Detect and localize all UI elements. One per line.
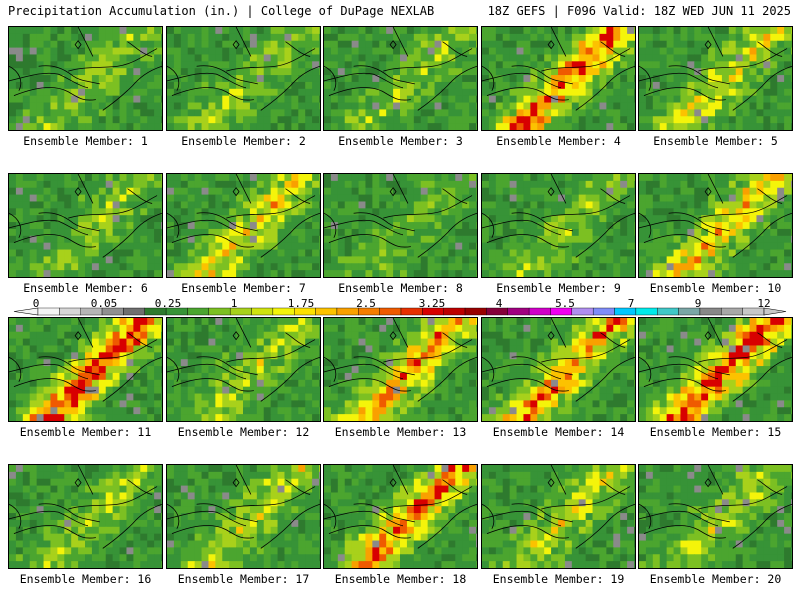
- model-run-info: 18Z GEFS | F096 Valid: 18Z WED JUN 11 20…: [487, 4, 791, 18]
- ensemble-panel: [638, 317, 793, 422]
- ensemble-member-label: Ensemble Member: 6: [23, 281, 148, 295]
- colorbar-tick-label: 12: [757, 297, 771, 310]
- ensemble-member-label: Ensemble Member: 9: [496, 281, 621, 295]
- ensemble-member-label: Ensemble Member: 18: [334, 572, 467, 586]
- ensemble-panel: [166, 173, 321, 278]
- colorbar-tick-label: 2.5: [356, 297, 376, 310]
- precip-map: [167, 318, 320, 421]
- ensemble-panel: [323, 317, 478, 422]
- ensemble-member-label: Ensemble Member: 8: [338, 281, 463, 295]
- chart-title: Precipitation Accumulation (in.) | Colle…: [8, 4, 435, 18]
- colorbar-swatch: [571, 307, 594, 316]
- color-scale-bar: [13, 307, 787, 316]
- ensemble-panel: [166, 464, 321, 569]
- ensemble-panel: [481, 464, 636, 569]
- ensemble-panel: [8, 173, 163, 278]
- precip-map: [324, 27, 477, 130]
- ensemble-member-label: Ensemble Member: 7: [181, 281, 306, 295]
- ensemble-panel: [8, 317, 163, 422]
- colorbar-swatch: [208, 307, 231, 316]
- ensemble-panel: [638, 464, 793, 569]
- ensemble-panel: [166, 26, 321, 131]
- colorbar-tick-label: 3.25: [418, 297, 446, 310]
- colorbar-tick-label: 1: [230, 297, 238, 310]
- precip-map: [9, 27, 162, 130]
- ensemble-panel: [481, 173, 636, 278]
- precip-map: [167, 174, 320, 277]
- colorbar-swatch: [251, 307, 274, 316]
- colorbar-swatch: [528, 307, 551, 316]
- precip-map: [639, 27, 792, 130]
- colorbar-high-arrow: [763, 307, 787, 316]
- precip-map: [482, 27, 635, 130]
- ensemble-member-label: Ensemble Member: 12: [177, 425, 310, 439]
- colorbar-swatch: [379, 307, 402, 316]
- ensemble-member-label: Ensemble Member: 15: [649, 425, 782, 439]
- precip-map: [9, 465, 162, 568]
- colorbar-tick-label: 7: [627, 297, 635, 310]
- colorbar-swatch: [699, 307, 722, 316]
- precip-map: [482, 318, 635, 421]
- ensemble-member-label: Ensemble Member: 11: [19, 425, 152, 439]
- precip-map: [482, 174, 635, 277]
- colorbar-swatch: [187, 307, 210, 316]
- precip-map: [324, 318, 477, 421]
- colorbar-tick-label: 5.5: [555, 297, 575, 310]
- colorbar-tick-label: 9: [694, 297, 702, 310]
- ensemble-member-label: Ensemble Member: 19: [492, 572, 625, 586]
- ensemble-member-label: Ensemble Member: 1: [23, 134, 148, 148]
- ensemble-panel: [8, 464, 163, 569]
- colorbar-swatch: [123, 307, 145, 316]
- ensemble-panel: [638, 26, 793, 131]
- colorbar-swatch: [59, 307, 81, 316]
- colorbar-swatch: [657, 307, 679, 316]
- precip-map: [639, 174, 792, 277]
- ensemble-member-label: Ensemble Member: 17: [177, 572, 310, 586]
- colorbar-swatch: [37, 307, 60, 316]
- ensemble-member-label: Ensemble Member: 5: [653, 134, 778, 148]
- ensemble-member-label: Ensemble Member: 3: [338, 134, 463, 148]
- ensemble-panel: [638, 173, 793, 278]
- colorbar-tick-label: 0.05: [90, 297, 118, 310]
- ensemble-panel: [481, 317, 636, 422]
- ensemble-panel: [8, 26, 163, 131]
- ensemble-panel: [323, 26, 478, 131]
- colorbar-swatch: [592, 307, 615, 316]
- colorbar-tick-label: 4: [495, 297, 503, 310]
- ensemble-panel: [481, 26, 636, 131]
- ensemble-member-label: Ensemble Member: 2: [181, 134, 306, 148]
- colorbar-swatch: [721, 307, 743, 316]
- colorbar-tick-label: 0.25: [154, 297, 182, 310]
- colorbar-swatch: [315, 307, 338, 316]
- ensemble-panel: [323, 464, 478, 569]
- precip-map: [9, 318, 162, 421]
- colorbar-swatch: [443, 307, 466, 316]
- precip-map: [324, 174, 477, 277]
- precip-map: [167, 27, 320, 130]
- colorbar-swatch: [635, 307, 658, 316]
- precip-map: [324, 465, 477, 568]
- ensemble-panel: [323, 173, 478, 278]
- ensemble-member-label: Ensemble Member: 4: [496, 134, 621, 148]
- ensemble-member-label: Ensemble Member: 10: [649, 281, 782, 295]
- precip-map: [167, 465, 320, 568]
- colorbar-tick-label: 1.75: [287, 297, 315, 310]
- colorbar-tick-label: 0: [32, 297, 40, 310]
- ensemble-member-label: Ensemble Member: 16: [19, 572, 152, 586]
- precip-map: [482, 465, 635, 568]
- ensemble-member-label: Ensemble Member: 14: [492, 425, 625, 439]
- ensemble-member-label: Ensemble Member: 20: [649, 572, 782, 586]
- ensemble-panel: [166, 317, 321, 422]
- precip-map: [639, 465, 792, 568]
- ensemble-member-label: Ensemble Member: 13: [334, 425, 467, 439]
- colorbar-swatch: [507, 307, 530, 316]
- precip-map: [9, 174, 162, 277]
- precip-map: [639, 318, 792, 421]
- colorbar-swatch: [464, 307, 487, 316]
